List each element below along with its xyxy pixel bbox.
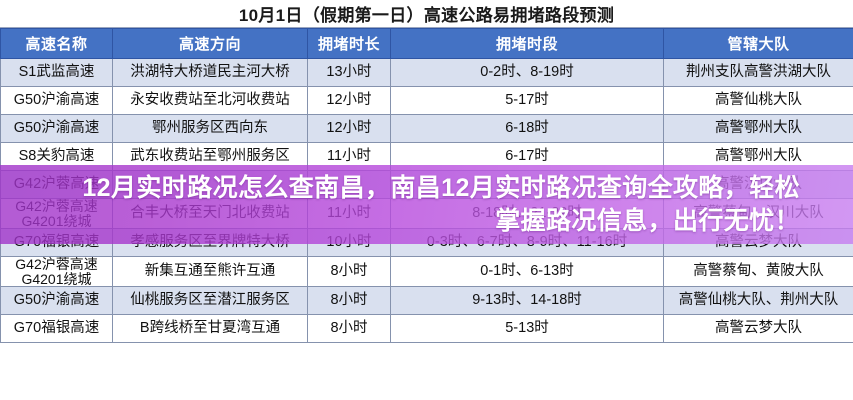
cell-unit: 荆州支队高警洪湖大队	[663, 58, 853, 87]
column-header-highway-name: 高速名称	[0, 28, 113, 59]
cell-highway-name: G50沪渝高速	[0, 86, 113, 115]
cell-period: 0-1时、6-13时	[390, 256, 664, 288]
cell-duration: 13小时	[307, 58, 391, 87]
cell-period: 0-2时、8-19时	[390, 58, 664, 87]
cell-duration: 8小时	[307, 314, 391, 344]
cell-highway-name: G70福银高速	[0, 314, 113, 344]
cell-period: 5-13时	[390, 314, 664, 344]
cell-direction: 洪湖特大桥道民主河大桥	[112, 58, 308, 87]
cell-unit: 高警鄂州大队	[663, 114, 853, 143]
cell-direction: 鄂州服务区西向东	[112, 114, 308, 143]
cell-highway-name: G42沪蓉高速 G4201绕城	[0, 256, 113, 288]
page-title: 10月1日（假期第一日）高速公路易拥堵路段预测	[238, 6, 615, 25]
table-row: G70福银高速 B跨线桥至甘夏湾互通 8小时 5-13时 高警云梦大队	[0, 314, 853, 344]
cell-period: 9-13时、14-18时	[390, 286, 664, 316]
cell-duration: 12小时	[307, 114, 391, 143]
table-title-bar: 10月1日（假期第一日）高速公路易拥堵路段预测	[0, 0, 853, 28]
cell-duration: 8小时	[307, 286, 391, 316]
cell-highway-name: S1武监高速	[0, 58, 113, 87]
overlay-headline: 12月实时路况怎么查南昌，南昌12月实时路况查询全攻略，轻松掌握路况信息，出行无…	[82, 174, 800, 235]
cell-direction: 永安收费站至北河收费站	[112, 86, 308, 115]
cell-direction: 仙桃服务区至潜江服务区	[112, 286, 308, 316]
cell-duration: 12小时	[307, 86, 391, 115]
cell-period: 5-17时	[390, 86, 664, 115]
column-header-period: 拥堵时段	[390, 28, 664, 59]
table-header-row: 高速名称 高速方向 拥堵时长 拥堵时段 管辖大队	[0, 28, 853, 59]
column-header-unit: 管辖大队	[663, 28, 853, 59]
table-row: G42沪蓉高速 G4201绕城 新集互通至熊许互通 8小时 0-1时、6-13时…	[0, 256, 853, 288]
cell-highway-name: G50沪渝高速	[0, 114, 113, 143]
cell-highway-name: G50沪渝高速	[0, 286, 113, 316]
table-row: G50沪渝高速 鄂州服务区西向东 12小时 6-18时 高警鄂州大队	[0, 114, 853, 143]
table-row: G50沪渝高速 永安收费站至北河收费站 12小时 5-17时 高警仙桃大队	[0, 86, 853, 115]
cell-unit: 高警云梦大队	[663, 314, 853, 344]
overlay-headline-container: 12月实时路况怎么查南昌，南昌12月实时路况查询全攻略，轻松掌握路况信息，出行无…	[60, 166, 800, 244]
table-row: S1武监高速 洪湖特大桥道民主河大桥 13小时 0-2时、8-19时 荆州支队高…	[0, 58, 853, 87]
cell-unit: 高警蔡甸、黄陂大队	[663, 256, 853, 288]
cell-direction: B跨线桥至甘夏湾互通	[112, 314, 308, 344]
table-row: G50沪渝高速 仙桃服务区至潜江服务区 8小时 9-13时、14-18时 高警仙…	[0, 286, 853, 316]
column-header-direction: 高速方向	[112, 28, 308, 59]
cell-unit: 高警仙桃大队、荆州大队	[663, 286, 853, 316]
cell-period: 6-18时	[390, 114, 664, 143]
cell-unit: 高警仙桃大队	[663, 86, 853, 115]
cell-direction: 新集互通至熊许互通	[112, 256, 308, 288]
cell-duration: 8小时	[307, 256, 391, 288]
column-header-duration: 拥堵时长	[307, 28, 391, 59]
